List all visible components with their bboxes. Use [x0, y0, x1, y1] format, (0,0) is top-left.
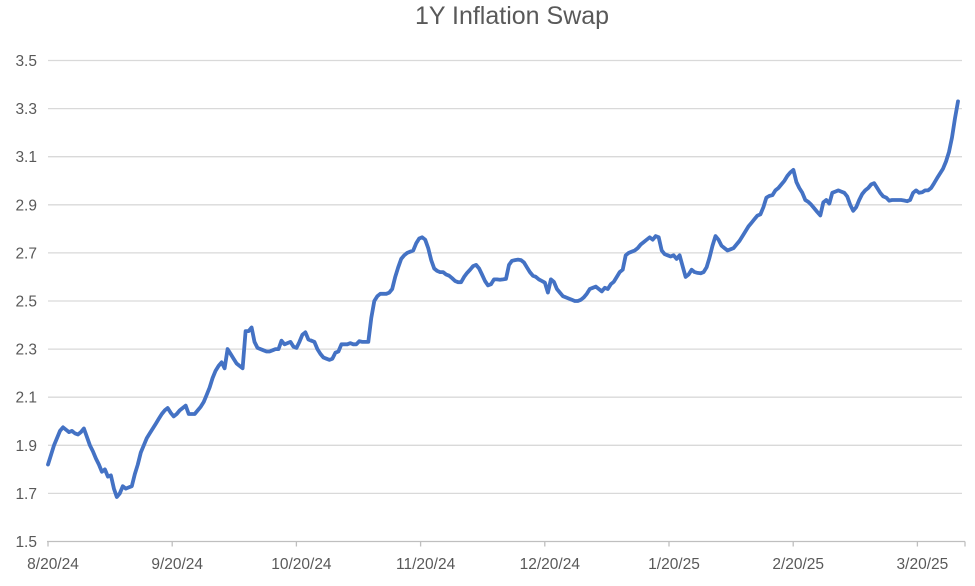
- x-axis-tick-label: 11/20/24: [396, 556, 456, 573]
- x-axis-tick-label: 3/20/25: [897, 556, 949, 573]
- x-axis-tick-label: 12/20/24: [520, 556, 581, 573]
- y-axis-tick-label: 1.5: [15, 534, 37, 551]
- x-axis-tick-label: 2/20/25: [772, 556, 824, 573]
- y-axis-tick-label: 3.5: [15, 53, 37, 70]
- y-axis-tick-label: 1.7: [15, 486, 37, 503]
- y-axis-tick-label: 2.9: [15, 197, 37, 214]
- y-gridlines: [48, 59, 962, 495]
- x-axis-tick-label: 10/20/24: [271, 556, 332, 573]
- y-axis-tick-label: 2.5: [15, 294, 37, 311]
- y-axis-tick-label: 3.3: [15, 101, 37, 118]
- y-axis-tick-label: 1.9: [15, 438, 37, 455]
- y-axis-tick-label: 3.1: [15, 149, 37, 166]
- series-line: [46, 99, 960, 499]
- y-axis-tick-label: 2.7: [15, 245, 37, 262]
- y-axis-tick-label: 2.1: [15, 390, 37, 407]
- x-axis-labels: 8/20/24 9/20/24 10/20/24 11/20/24 12/20/24 1/…: [27, 556, 948, 573]
- chart-title: 1Y Inflation Swap: [415, 2, 609, 30]
- y-axis-tick-label: 2.3: [15, 342, 37, 359]
- x-axis-tick-label: 1/20/25: [648, 556, 700, 573]
- x-axis-tick-marks: [47, 541, 966, 547]
- x-axis-tick-label: 8/20/24: [27, 556, 79, 573]
- y-axis-labels: 1.5 1.7 1.9 2.1 2.3 2.5 2.7 2.9 3.1 3.3 3.5: [15, 53, 37, 551]
- x-axis-tick-label: 9/20/24: [151, 556, 203, 573]
